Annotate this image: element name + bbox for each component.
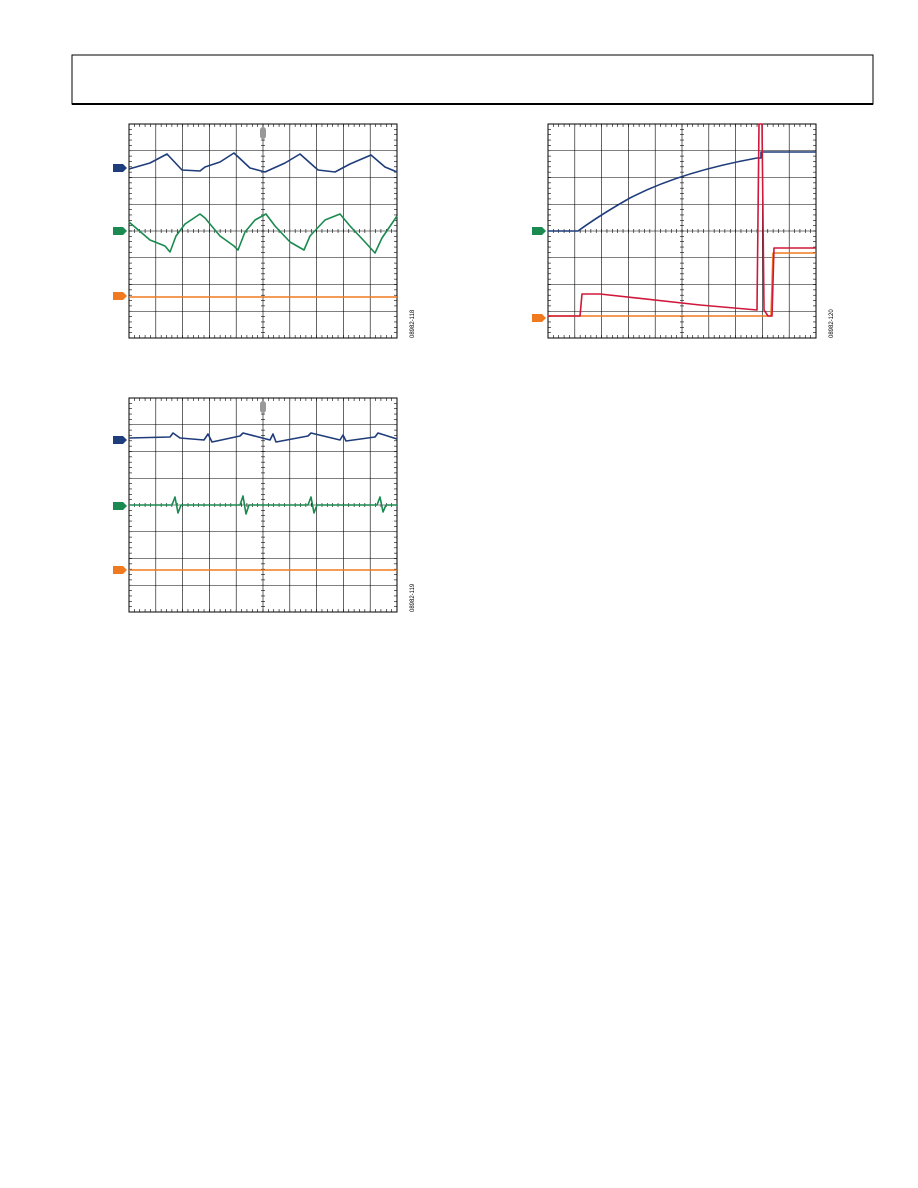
marker-ch2 [113,227,127,235]
trace-ch1 [128,152,398,173]
marker-ch3 [532,314,546,322]
trace-ch2 [128,213,398,254]
marker-ch2 [532,227,546,235]
marker-ch3 [113,292,127,300]
trace-ch1 [128,432,398,443]
channel-markers [113,127,546,574]
trace-ch4 [548,123,816,317]
trace-ch2 [129,495,397,515]
header-box [71,54,874,105]
figure-id: 08982-119 [410,583,416,612]
trace-ch1 [548,151,816,232]
scope-2-traces [128,432,398,571]
marker-ch3 [113,566,127,574]
trigger-marker [260,401,266,413]
scope-grids [128,123,817,613]
marker-ch1 [113,164,127,172]
marker-ch2 [113,502,127,510]
figure-id: 08982-120 [829,309,835,338]
trigger-marker [260,127,266,139]
scope-1-traces [128,152,398,298]
trace-ch3 [548,252,816,317]
marker-ch1 [113,436,127,444]
scope-3-traces [548,123,816,317]
figure-id: 08982-118 [410,309,416,338]
